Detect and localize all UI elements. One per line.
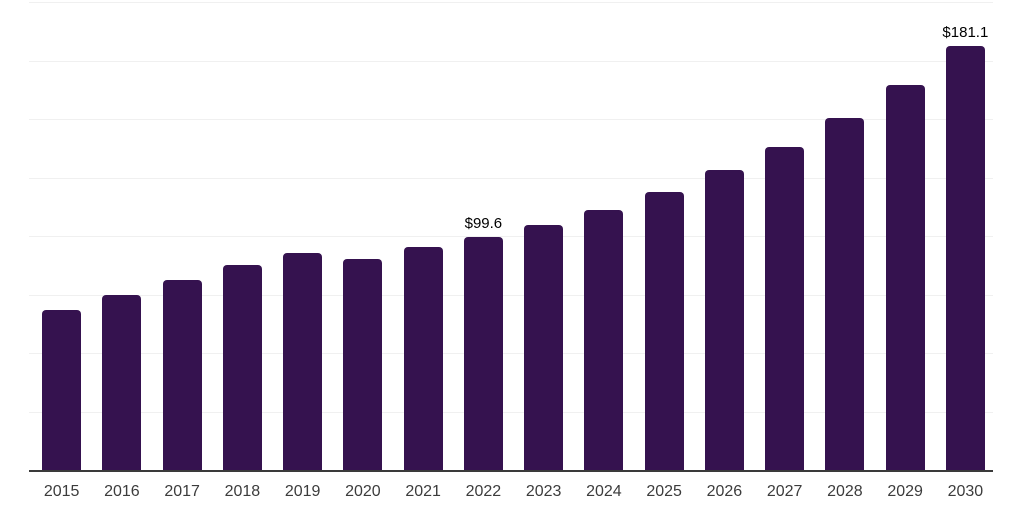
bar-2030: [945, 46, 985, 470]
x-axis-tick-label-2020: 2020: [345, 483, 381, 500]
bar-2026: [704, 170, 744, 470]
x-axis-tick-label-2019: 2019: [284, 483, 321, 500]
x-axis-tick-label-2028: 2028: [827, 483, 863, 500]
bar-2025: [644, 191, 684, 470]
bar-2023: [524, 225, 564, 470]
x-axis-tick-label-2016: 2016: [104, 483, 140, 500]
x-axis-tick-label-2021: 2021: [405, 483, 441, 500]
bar-2015: [42, 310, 82, 470]
x-axis-tick-label-2017: 2017: [164, 483, 200, 500]
x-axis-tick-label-2026: 2026: [706, 483, 743, 500]
bar-2018: [222, 265, 262, 470]
x-axis-tick-label-2030: 2030: [947, 483, 984, 500]
x-axis-tick-label-2024: 2024: [586, 483, 622, 500]
bar-2024: [584, 210, 624, 470]
bar-2022: [463, 236, 503, 470]
gridline-75: [29, 294, 993, 296]
x-axis-line: [29, 470, 993, 472]
gridline-175: [29, 60, 993, 62]
x-axis-tick-label-2023: 2023: [525, 483, 562, 500]
bar-2029: [885, 84, 925, 470]
value-label-2022: $99.6: [464, 214, 503, 232]
x-axis-tick-label-2022: 2022: [465, 483, 502, 500]
bar-2027: [765, 146, 805, 470]
gridline-200: [29, 2, 993, 3]
x-axis-tick-label-2018: 2018: [224, 483, 261, 500]
gridline-100: [29, 236, 993, 237]
bar-2020: [343, 259, 383, 470]
gridline-150: [29, 119, 993, 120]
gridline-125: [29, 177, 993, 179]
value-label-2030: $181.1: [942, 24, 989, 42]
x-axis-tick-label-2027: 2027: [766, 483, 803, 500]
bar-2021: [403, 247, 443, 470]
bar-2028: [825, 118, 865, 470]
bar-2017: [162, 279, 202, 470]
gridline-50: [29, 353, 993, 354]
x-axis-tick-label-2029: 2029: [887, 483, 923, 500]
bar-2019: [283, 253, 323, 470]
gridline-25: [29, 411, 993, 413]
x-axis-tick-label-2025: 2025: [646, 483, 682, 500]
x-axis-tick-label-2015: 2015: [43, 483, 80, 500]
bar-2016: [102, 295, 142, 470]
